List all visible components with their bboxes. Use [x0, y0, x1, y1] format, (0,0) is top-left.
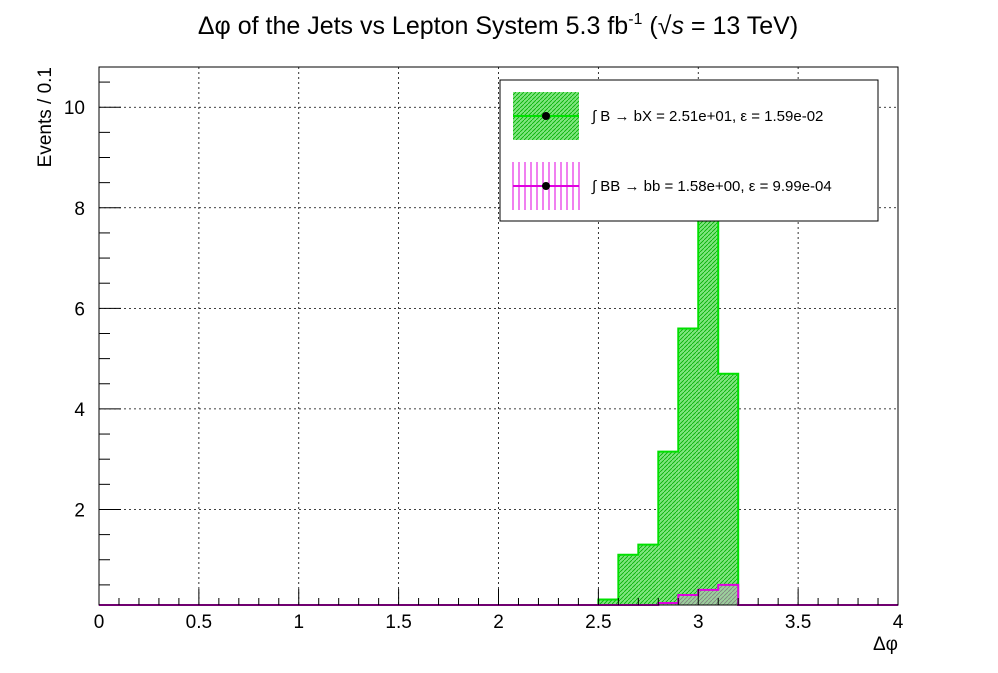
- series-0: [99, 106, 898, 606]
- y-axis-label: Events / 0.1: [35, 67, 56, 167]
- title-energy-prefix: (: [642, 12, 658, 40]
- bar-s1-bin3: [658, 602, 679, 605]
- x-tick-label-2: 1: [293, 612, 304, 633]
- legend-marker-bb-bb: [542, 182, 550, 190]
- y-tick-label-2: 6: [74, 299, 85, 320]
- bar-s0-bin1: [618, 554, 639, 605]
- bar-s1-bin5: [698, 589, 719, 605]
- title-energy-suffix: = 13 TeV): [684, 12, 798, 40]
- bar-s1-bin6: [718, 584, 739, 605]
- axis-ticks: 0 0.5 1 1.5 2 2.5 3 3.5 4 2 4 6 8 10: [64, 81, 904, 633]
- histogram-bars: [99, 106, 898, 606]
- x-tick-label-4: 2: [493, 612, 504, 633]
- title-main: Δφ of the Jets vs Lepton System 5.3 fb: [198, 12, 628, 40]
- bar-s1-bin4: [678, 594, 699, 605]
- x-tick-label-1: 0.5: [186, 612, 212, 633]
- legend-marker-b-bx: [542, 112, 550, 120]
- bar-s0-bin3: [658, 451, 679, 605]
- legend-label-bb-bb: ∫ BB → bb = 1.58e+00, ε = 9.99e-04: [591, 178, 832, 195]
- chart-title: Δφ of the Jets vs Lepton System 5.3 fb-1…: [198, 11, 798, 40]
- bar-s0-bin5: [698, 107, 719, 605]
- x-tick-label-5: 2.5: [585, 612, 611, 633]
- bar-s0-bin6: [718, 373, 739, 605]
- title-sqrt-symbol: √: [658, 12, 672, 40]
- legend-entry-b-bx: ∫ B → bX = 2.51e+01, ε = 1.59e-02: [513, 92, 823, 140]
- title-energy-var: s: [671, 12, 684, 40]
- legend-entry-bb-bb: ∫ BB → bb = 1.58e+00, ε = 9.99e-04: [512, 162, 832, 210]
- bar-s0-bin2: [638, 544, 659, 605]
- legend-label-b-bx: ∫ B → bX = 2.51e+01, ε = 1.59e-02: [591, 108, 823, 125]
- outline-s0: [99, 106, 898, 606]
- y-tick-label-1: 4: [74, 400, 85, 421]
- y-tick-label-0: 2: [74, 500, 85, 521]
- legend: ∫ B → bX = 2.51e+01, ε = 1.59e-02 ∫ BB →…: [499, 79, 879, 222]
- x-tick-label-7: 3.5: [785, 612, 811, 633]
- x-axis-label: Δφ: [873, 634, 898, 655]
- x-tick-label-6: 3: [693, 612, 704, 633]
- bar-s0-bin4: [678, 328, 699, 605]
- x-tick-label-0: 0: [94, 612, 105, 633]
- y-tick-label-3: 8: [74, 199, 85, 220]
- x-tick-label-8: 4: [893, 612, 904, 633]
- y-tick-label-4: 10: [64, 98, 85, 119]
- bar-s0-bin0: [598, 599, 619, 605]
- title-superscript: -1: [628, 11, 642, 28]
- x-tick-label-3: 1.5: [385, 612, 411, 633]
